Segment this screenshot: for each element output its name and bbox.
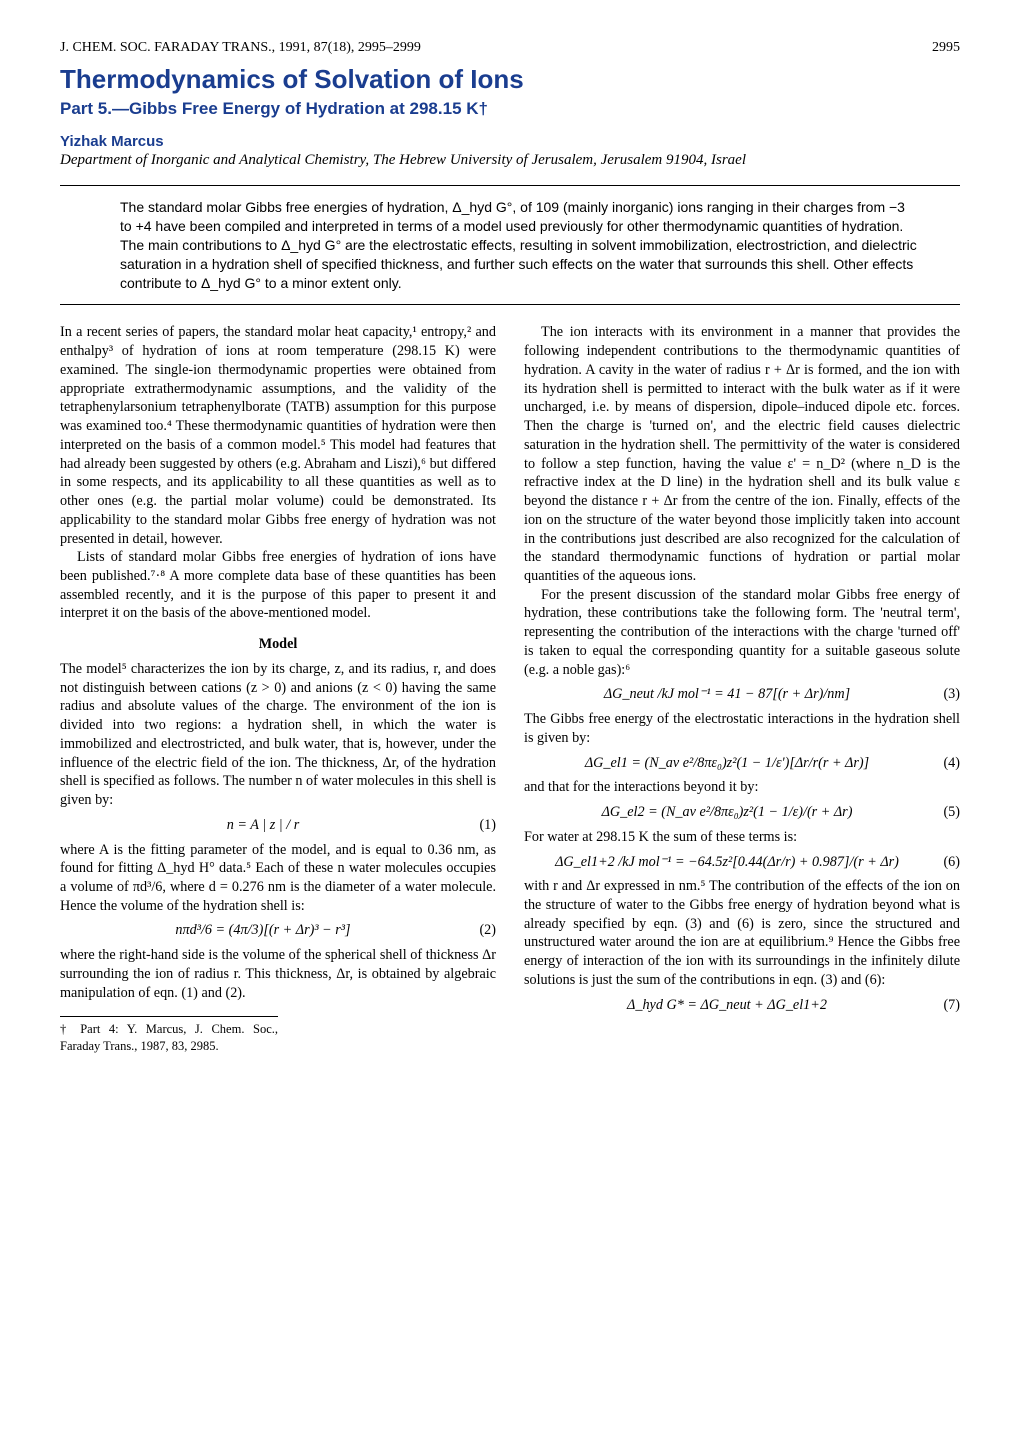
rule-bottom <box>60 304 960 305</box>
equation-5: ΔG_el2 = (N_av e²/8πε₀)z²(1 − 1/ε)/(r + … <box>524 803 930 822</box>
right-para-5: For water at 298.15 K the sum of these t… <box>524 828 960 847</box>
article-subtitle: Part 5.—Gibbs Free Energy of Hydration a… <box>60 99 960 119</box>
left-para-2: Lists of standard molar Gibbs free energ… <box>60 548 496 623</box>
page-number: 2995 <box>932 40 960 56</box>
equation-3-num: (3) <box>930 685 960 704</box>
equation-7: Δ_hyd G* = ΔG_neut + ΔG_el1+2 <box>524 996 930 1015</box>
footnote: † Part 4: Y. Marcus, J. Chem. Soc., Fara… <box>60 1016 278 1054</box>
right-para-1: The ion interacts with its environment i… <box>524 323 960 585</box>
left-model-para-c: where the right-hand side is the volume … <box>60 946 496 1002</box>
equation-5-row: ΔG_el2 = (N_av e²/8πε₀)z²(1 − 1/ε)/(r + … <box>524 803 960 822</box>
abstract-text: The standard molar Gibbs free energies o… <box>120 198 920 292</box>
left-column: In a recent series of papers, the standa… <box>60 323 496 1054</box>
two-column-body: In a recent series of papers, the standa… <box>60 323 960 1054</box>
right-para-2: For the present discussion of the standa… <box>524 586 960 680</box>
right-column: The ion interacts with its environment i… <box>524 323 960 1054</box>
left-model-para-a: The model⁵ characterizes the ion by its … <box>60 660 496 810</box>
right-para-3: The Gibbs free energy of the electrostat… <box>524 710 960 747</box>
rule-top <box>60 185 960 186</box>
right-para-6: with r and Δr expressed in nm.⁵ The cont… <box>524 877 960 989</box>
equation-6-num: (6) <box>930 853 960 872</box>
left-model-para-b: where A is the fitting parameter of the … <box>60 841 496 916</box>
article-title: Thermodynamics of Solvation of Ions <box>60 64 960 95</box>
equation-2-row: nπd³/6 = (4π/3)[(r + Δr)³ − r³] (2) <box>60 921 496 940</box>
right-para-4: and that for the interactions beyond it … <box>524 778 960 797</box>
author-name: Yizhak Marcus <box>60 133 960 150</box>
equation-4-row: ΔG_el1 = (N_av e²/8πε₀)z²(1 − 1/ε')[Δr/r… <box>524 754 960 773</box>
equation-2: nπd³/6 = (4π/3)[(r + Δr)³ − r³] <box>60 921 466 940</box>
equation-5-num: (5) <box>930 803 960 822</box>
affiliation: Department of Inorganic and Analytical C… <box>60 152 960 169</box>
equation-3-row: ΔG_neut /kJ mol⁻¹ = 41 − 87[(r + Δr)/nm]… <box>524 685 960 704</box>
equation-4-num: (4) <box>930 754 960 773</box>
equation-1: n = A | z | / r <box>60 816 466 835</box>
equation-7-num: (7) <box>930 996 960 1015</box>
equation-1-row: n = A | z | / r (1) <box>60 816 496 835</box>
journal-line: J. CHEM. SOC. FARADAY TRANS., 1991, 87(1… <box>60 40 421 56</box>
equation-3: ΔG_neut /kJ mol⁻¹ = 41 − 87[(r + Δr)/nm] <box>524 685 930 704</box>
section-heading-model: Model <box>60 635 496 654</box>
equation-6: ΔG_el1+2 /kJ mol⁻¹ = −64.5z²[0.44(Δr/r) … <box>524 853 930 872</box>
equation-1-num: (1) <box>466 816 496 835</box>
equation-2-num: (2) <box>466 921 496 940</box>
equation-4: ΔG_el1 = (N_av e²/8πε₀)z²(1 − 1/ε')[Δr/r… <box>524 754 930 773</box>
equation-7-row: Δ_hyd G* = ΔG_neut + ΔG_el1+2 (7) <box>524 996 960 1015</box>
left-para-1: In a recent series of papers, the standa… <box>60 323 496 548</box>
equation-6-row: ΔG_el1+2 /kJ mol⁻¹ = −64.5z²[0.44(Δr/r) … <box>524 853 960 872</box>
